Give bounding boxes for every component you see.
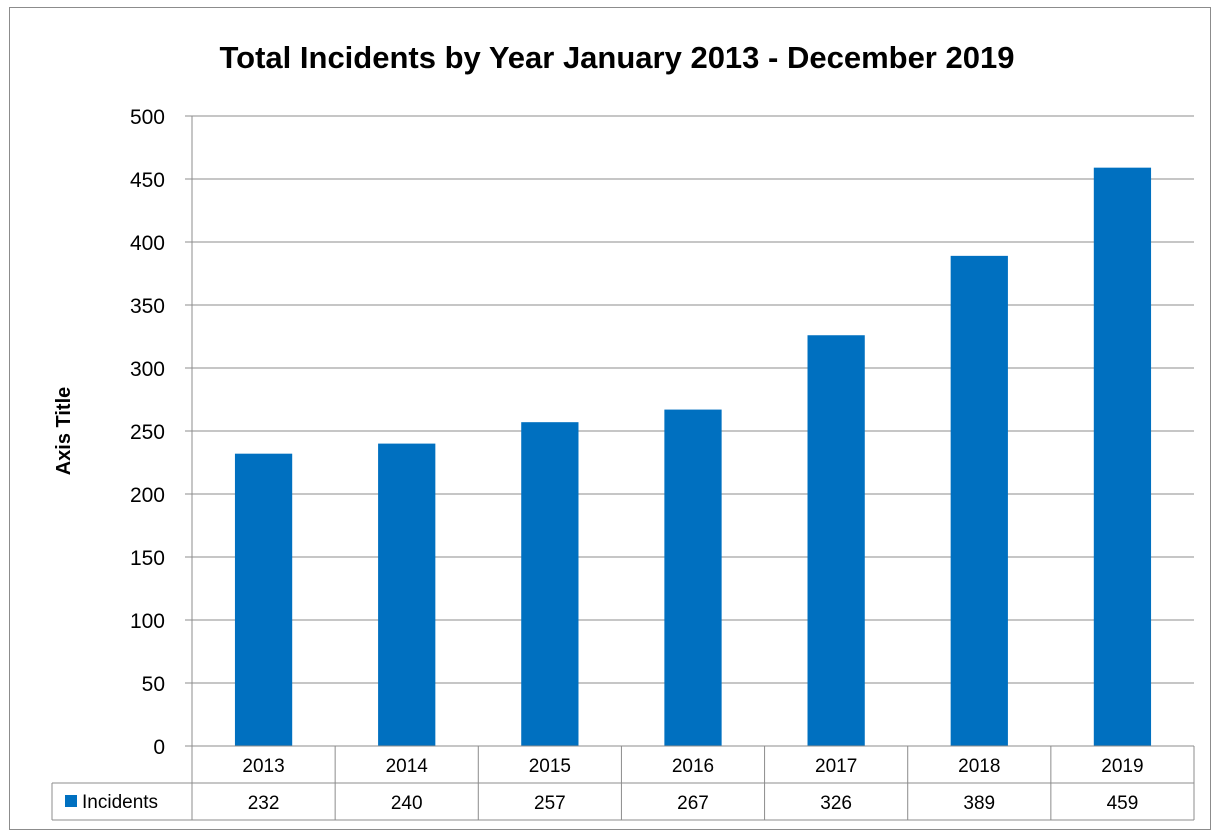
x-category-label: 2019: [1101, 756, 1143, 777]
y-axis-title: Axis Title: [53, 387, 75, 476]
bar: [1093, 167, 1152, 746]
y-tick-label: 50: [142, 673, 165, 696]
bars: [234, 167, 1152, 747]
table-value-cell: 326: [820, 793, 852, 814]
x-category-label: 2018: [958, 756, 1000, 777]
y-tick-label: 300: [130, 358, 165, 381]
y-tick-label: 250: [130, 421, 165, 444]
x-category-label: 2014: [386, 756, 429, 777]
y-tick-label: 500: [130, 106, 165, 129]
bar: [378, 443, 436, 746]
table-value-cell: 257: [534, 793, 566, 814]
table-value-cell: 267: [677, 793, 709, 814]
table-value-cell: 232: [248, 793, 280, 814]
y-tick-label: 150: [130, 547, 165, 570]
table-value-cell: 389: [963, 793, 995, 814]
y-tick-labels: 0 50 100 150 200 250 300 350 400 450 500: [130, 106, 165, 759]
legend-key: [65, 795, 77, 807]
y-tick-label: 100: [130, 610, 165, 633]
bar: [521, 422, 579, 746]
bar: [234, 453, 293, 746]
data-table: 2013 232 2014 240 2015 257 2016 267 2017 326 2018 3…: [51, 745, 1195, 821]
table-value-cell: 240: [391, 793, 423, 814]
y-tick-label: 350: [130, 295, 165, 318]
legend-series-name: Incidents: [82, 792, 158, 813]
y-tick-label: 200: [130, 484, 165, 507]
chart-title: Total Incidents by Year January 2013 - D…: [220, 40, 1015, 75]
x-category-label: 2015: [529, 756, 571, 777]
bar: [807, 335, 865, 746]
x-category-label: 2017: [815, 756, 857, 777]
bar: [950, 255, 1008, 747]
chart-frame: [9, 7, 1211, 830]
y-tick-label: 450: [130, 169, 165, 192]
table-value-cell: 459: [1107, 793, 1139, 814]
x-category-label: 2016: [672, 756, 714, 777]
y-tick-label: 0: [153, 736, 165, 759]
x-category-label: 2013: [242, 756, 284, 777]
bar: [664, 409, 722, 746]
y-tick-label: 400: [130, 232, 165, 255]
